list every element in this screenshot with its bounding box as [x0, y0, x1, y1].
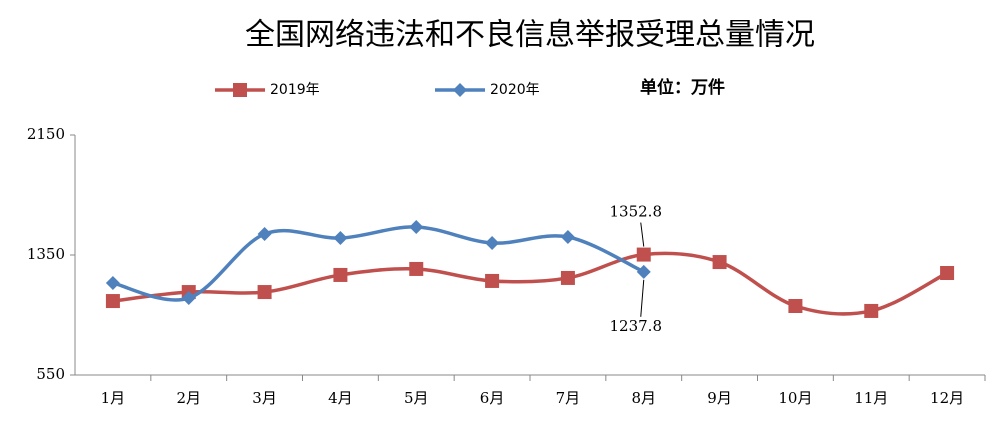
marker: [560, 230, 575, 244]
y-tick-label: 1350: [27, 245, 65, 263]
marker: [333, 267, 348, 282]
x-tick-label: 9月: [707, 389, 732, 407]
marker: [453, 83, 467, 97]
label-leader: [640, 222, 645, 247]
x-tick-label: 4月: [328, 389, 353, 407]
marker: [636, 247, 651, 262]
marker: [257, 227, 272, 241]
data-label: 1352.8: [610, 203, 663, 221]
x-tick-label: 6月: [480, 389, 505, 407]
x-tick-label: 12月: [930, 389, 964, 407]
marker: [940, 266, 955, 280]
x-tick-label: 7月: [556, 389, 581, 407]
label-leader: [640, 279, 645, 317]
x-tick-label: 3月: [252, 389, 277, 407]
y-tick-label: 2150: [27, 125, 65, 143]
x-tick-label: 2月: [176, 389, 201, 407]
chart-title: 全国网络违法和不良信息举报受理总量情况: [245, 18, 815, 53]
marker: [485, 273, 500, 288]
data-label: 1237.8: [610, 317, 663, 335]
marker: [333, 231, 348, 246]
marker: [636, 264, 651, 279]
marker: [788, 299, 803, 313]
x-tick-label: 10月: [778, 389, 812, 407]
x-tick-label: 1月: [101, 389, 126, 407]
series-line: [112, 251, 948, 316]
marker: [409, 219, 424, 234]
y-tick-label: 550: [36, 365, 65, 383]
marker: [485, 236, 500, 250]
x-tick-label: 5月: [404, 389, 429, 407]
marker: [257, 285, 272, 300]
marker: [409, 261, 424, 276]
x-tick-label: 11月: [854, 389, 888, 407]
marker: [560, 270, 575, 285]
marker: [864, 303, 879, 318]
legend-label: 2020年: [490, 82, 540, 98]
x-tick-label: 8月: [631, 389, 656, 407]
legend-label: 2019年: [270, 82, 320, 98]
marker: [105, 276, 120, 291]
marker: [105, 294, 120, 309]
marker: [233, 83, 247, 97]
marker: [181, 291, 196, 306]
marker: [712, 255, 727, 270]
unit-label: 单位：万件: [640, 77, 725, 98]
